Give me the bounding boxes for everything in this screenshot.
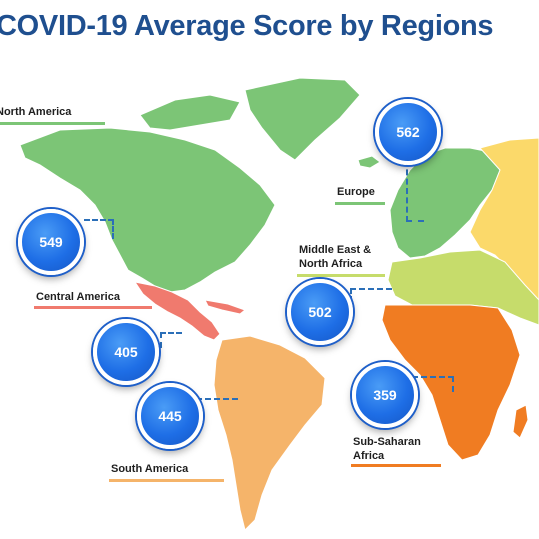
label-mena-line2: North Africa [299,258,363,270]
label-europe: Europe [337,186,375,198]
label-north-america: North America [0,106,72,118]
connector-north-america [84,219,114,239]
label-central-america: Central America [36,291,120,303]
label-mena-line1: Middle East & [299,244,372,256]
iceland-shape [357,155,381,169]
score-badge-europe: 562 [375,99,441,165]
underline-europe [335,202,385,205]
south-america-shape [213,335,326,531]
greenland-shape [244,77,361,161]
madagascar-shape [512,404,529,439]
score-badge-ssa: 359 [352,362,418,428]
score-badge-central-america: 405 [93,319,159,385]
connector-europe [406,160,424,222]
score-badge-mena: 502 [287,279,353,345]
connector-central-america [160,332,182,348]
label-south-america: South America [111,463,189,475]
north-america-shape [19,127,276,293]
central-america-shape [133,281,221,341]
asia-shape [469,137,539,301]
caribbean-shape [204,299,247,315]
underline-ssa [351,464,441,467]
score-badge-south-america: 445 [137,383,203,449]
mena-shape [387,249,539,326]
label-ssa-line2: Africa [353,450,385,462]
score-badge-north-america: 549 [18,209,84,275]
underline-central-america [34,306,152,309]
label-ssa-line1: Sub-Saharan [353,436,421,448]
underline-mena [297,274,385,277]
ssa-shape [381,304,521,461]
connector-mena [350,288,392,310]
underline-north-america [0,122,105,125]
arctic-islands-shape [139,94,241,131]
map-title: COVID-19 Average Score by Regions [0,10,494,42]
underline-south-america [109,479,224,482]
connector-ssa [412,376,454,392]
